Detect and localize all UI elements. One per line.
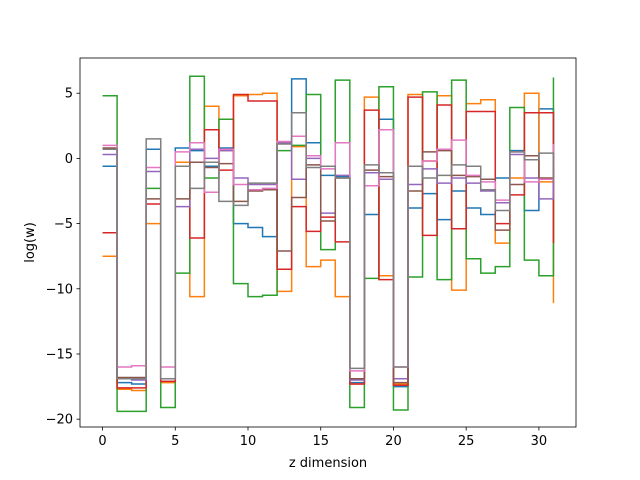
- y-tick-label: −10: [46, 282, 73, 297]
- y-tick-label: 0: [65, 152, 73, 167]
- y-tick-label: −20: [46, 413, 73, 428]
- y-tick-label: −5: [54, 217, 73, 232]
- series-layer: [102, 75, 555, 413]
- y-tick-label: −15: [46, 347, 73, 362]
- y-tick-label: 5: [65, 87, 73, 102]
- x-tick-label: 25: [458, 434, 475, 449]
- x-tick-label: 20: [385, 434, 402, 449]
- x-axis-label: z dimension: [289, 456, 367, 471]
- x-tick-label: 10: [240, 434, 257, 449]
- x-tick-label: 5: [171, 434, 179, 449]
- series-line-2: [102, 92, 555, 392]
- x-tick-label: 30: [531, 434, 548, 449]
- plot-frame: [79, 57, 577, 428]
- x-tick-label: 0: [98, 434, 106, 449]
- x-tick-label: 15: [312, 434, 329, 449]
- y-axis-label: log(w): [23, 222, 38, 263]
- series-line-8: [102, 112, 555, 380]
- x-axis-ticks: 0 5 10 15 20 25 30: [98, 427, 547, 449]
- y-axis-ticks: −20 −15 −10 −5 0 5: [46, 87, 80, 428]
